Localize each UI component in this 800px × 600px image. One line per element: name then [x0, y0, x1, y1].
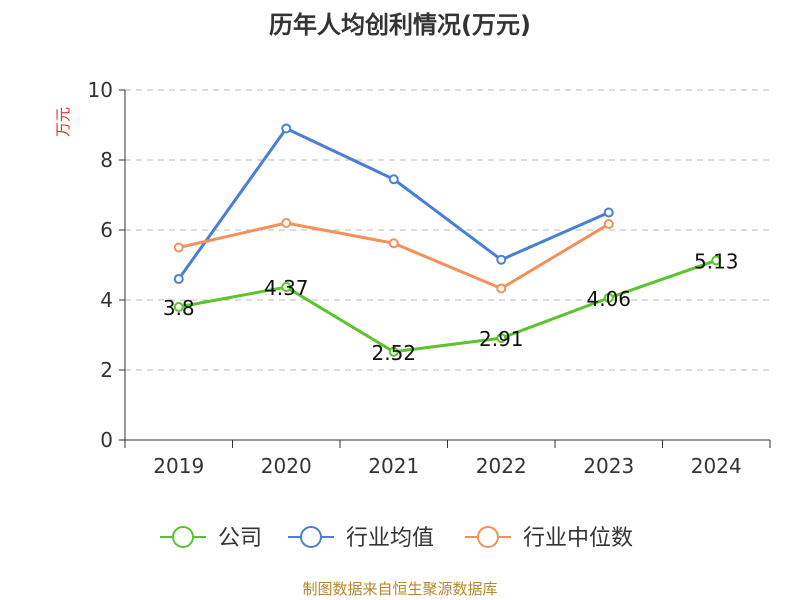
point-1-2022	[496, 254, 507, 265]
x-tick-label-2024: 2024	[691, 454, 742, 478]
point-0-2021	[388, 346, 399, 357]
grid-lines	[125, 89, 770, 371]
point-0-2020	[281, 282, 292, 293]
x-tick-label-2023: 2023	[583, 454, 634, 478]
legend-label-0: 公司	[218, 526, 262, 551]
data-label-2021: 2.52	[371, 341, 416, 365]
point-2-2019	[173, 242, 184, 253]
point-1-2020	[281, 123, 292, 134]
point-1-2021	[388, 174, 399, 185]
point-0-2023	[603, 292, 614, 303]
x-tick-label-2022: 2022	[476, 454, 527, 478]
legend-marker-1	[300, 526, 322, 548]
legend-item-0[interactable]: 公司	[160, 526, 262, 551]
point-2-2021	[388, 238, 399, 249]
y-tick-label-2: 2	[100, 358, 113, 382]
y-tick-label-6: 6	[100, 218, 113, 242]
point-2-2023	[603, 219, 614, 230]
series-line-0	[178, 259, 717, 354]
point-1-2019	[173, 274, 184, 284]
series-line-2	[178, 221, 610, 290]
series-group	[173, 123, 722, 357]
x-tick-label-2020: 2020	[261, 454, 312, 478]
axes: 0 2 4 6 8 10 2019 2020 2021 2022 2023 2024	[88, 78, 771, 478]
data-label-2019: 3.8	[163, 296, 195, 320]
legend-label-1: 行业均值	[346, 526, 434, 551]
series-line-1	[177, 127, 610, 280]
y-tick-label-4: 4	[100, 288, 113, 312]
point-0-2019	[173, 302, 184, 312]
point-0-2022	[496, 333, 507, 344]
legend: 公司 行业均值 行业中位数	[160, 526, 633, 551]
y-tick-label-10: 10	[88, 78, 113, 102]
y-tick-label-0: 0	[100, 428, 113, 452]
chart-title: 历年人均创利情况(万元)	[269, 11, 531, 39]
legend-item-1[interactable]: 行业均值	[288, 526, 434, 551]
data-labels: 3.8 4.37 2.52 2.91 4.06 5.13	[163, 249, 739, 364]
point-0-2024	[711, 255, 722, 266]
y-tick-label-8: 8	[100, 148, 113, 172]
point-2-2020	[281, 218, 292, 228]
data-label-2024: 5.13	[694, 249, 739, 273]
data-label-2023: 4.06	[586, 287, 631, 311]
data-label-2022: 2.91	[479, 327, 524, 351]
x-tick-label-2021: 2021	[368, 454, 419, 478]
legend-label-2: 行业中位数	[523, 526, 633, 551]
data-label-2020: 4.37	[264, 276, 309, 300]
point-2-2022	[496, 283, 507, 294]
legend-item-2[interactable]: 行业中位数	[465, 526, 633, 551]
source-note: 制图数据来自恒生聚源数据库	[302, 580, 497, 598]
point-1-2023	[603, 207, 614, 218]
legend-marker-0	[172, 526, 194, 548]
x-tick-label-2019: 2019	[153, 454, 204, 478]
legend-marker-2	[477, 526, 499, 548]
y-axis-label: 万元	[54, 107, 72, 137]
